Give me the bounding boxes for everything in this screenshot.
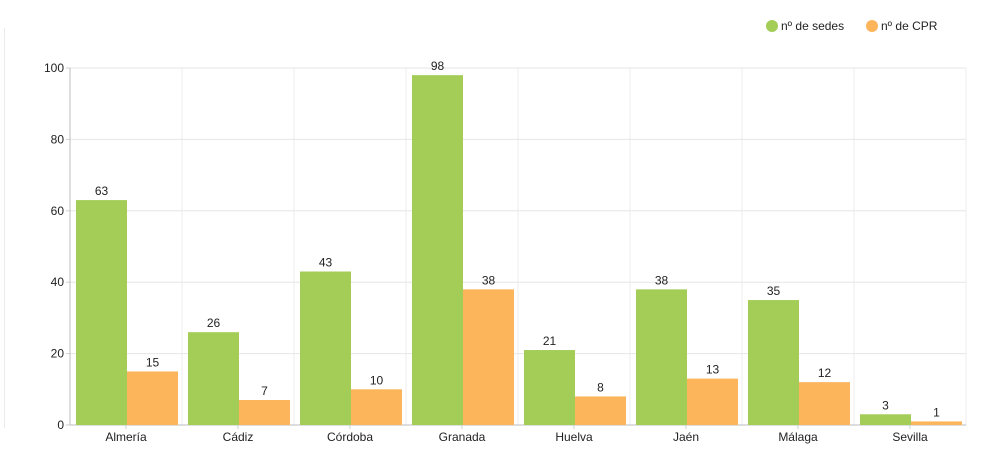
bar[interactable] bbox=[300, 271, 351, 425]
legend-item[interactable]: nº de CPR bbox=[866, 19, 938, 33]
legend-label: nº de sedes bbox=[781, 19, 844, 33]
bar[interactable] bbox=[860, 414, 911, 425]
x-tick-label: Huelva bbox=[555, 430, 593, 444]
data-label: 21 bbox=[543, 334, 557, 348]
data-labels: 63 15 26 7 43 10 98 38 21 8 38 13 35 12 3 1 bbox=[95, 59, 940, 419]
bar[interactable] bbox=[748, 300, 799, 425]
data-label: 38 bbox=[482, 273, 496, 287]
data-label: 13 bbox=[706, 363, 720, 377]
data-label: 7 bbox=[261, 384, 268, 398]
legend-swatch bbox=[766, 20, 778, 32]
x-tick-label: Granada bbox=[439, 430, 486, 444]
bar[interactable] bbox=[524, 350, 575, 425]
bar[interactable] bbox=[239, 400, 290, 425]
bar[interactable] bbox=[351, 389, 402, 425]
bar[interactable] bbox=[911, 421, 962, 425]
bar[interactable] bbox=[636, 289, 687, 425]
y-tick-label: 20 bbox=[51, 347, 65, 361]
x-tick-label: Sevilla bbox=[892, 430, 928, 444]
data-label: 26 bbox=[207, 316, 221, 330]
x-tick-label: Cádiz bbox=[223, 430, 254, 444]
data-label: 8 bbox=[597, 380, 604, 394]
y-tick-label: 0 bbox=[57, 418, 64, 432]
data-label: 38 bbox=[655, 273, 669, 287]
data-label: 10 bbox=[370, 373, 384, 387]
bars bbox=[76, 75, 962, 425]
bar[interactable] bbox=[575, 396, 626, 425]
y-tick-label: 40 bbox=[51, 275, 65, 289]
data-label: 15 bbox=[146, 355, 160, 369]
legend[interactable]: nº de sedes nº de CPR bbox=[766, 19, 938, 33]
grid-lines bbox=[70, 67, 967, 425]
data-label: 12 bbox=[818, 366, 832, 380]
x-tick-label: Almería bbox=[105, 430, 147, 444]
divider bbox=[4, 28, 5, 428]
bar[interactable] bbox=[687, 378, 738, 425]
x-tick-label: Córdoba bbox=[327, 430, 373, 444]
y-tick-label: 60 bbox=[51, 204, 65, 218]
data-label: 98 bbox=[431, 59, 445, 73]
bar[interactable] bbox=[188, 332, 239, 425]
bar[interactable] bbox=[463, 289, 514, 425]
legend-swatch bbox=[866, 20, 878, 32]
bar[interactable] bbox=[412, 75, 463, 425]
data-label: 3 bbox=[882, 398, 889, 412]
data-label: 43 bbox=[319, 255, 333, 269]
legend-item[interactable]: nº de sedes bbox=[766, 19, 844, 33]
x-tick-label: Jaén bbox=[673, 430, 699, 444]
x-tick-label: Málaga bbox=[778, 430, 818, 444]
data-label: 35 bbox=[767, 284, 781, 298]
bar[interactable] bbox=[127, 371, 178, 425]
bar[interactable] bbox=[799, 382, 850, 425]
bar[interactable] bbox=[76, 200, 127, 425]
data-label: 63 bbox=[95, 184, 109, 198]
y-tick-label: 80 bbox=[51, 132, 65, 146]
legend-label: nº de CPR bbox=[881, 19, 938, 33]
data-label: 1 bbox=[933, 405, 940, 419]
y-tick-label: 100 bbox=[44, 61, 64, 75]
